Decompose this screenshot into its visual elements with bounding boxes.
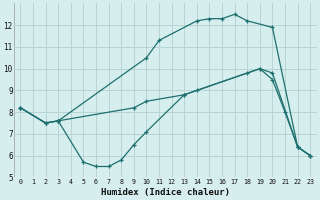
X-axis label: Humidex (Indice chaleur): Humidex (Indice chaleur) (101, 188, 230, 197)
